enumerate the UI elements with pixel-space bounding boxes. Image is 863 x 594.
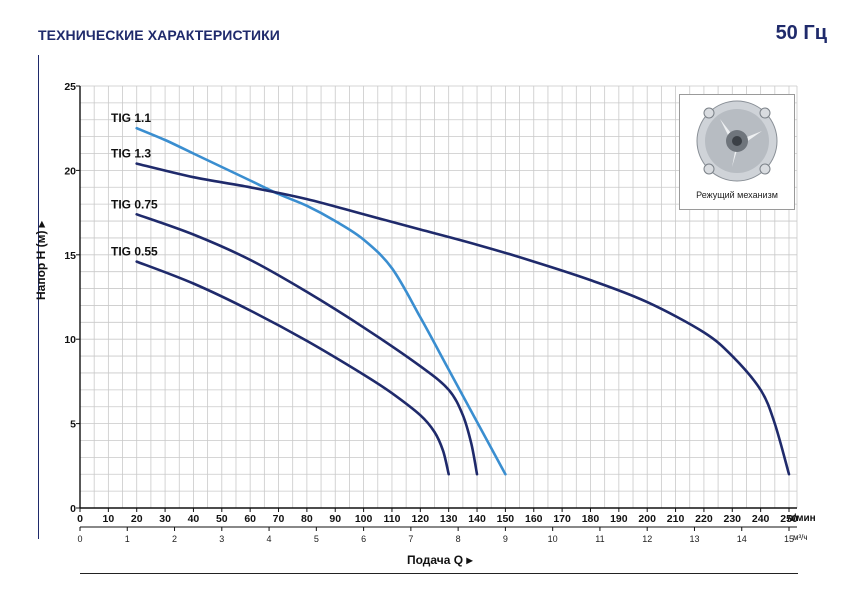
- series-label: TIG 0.55: [111, 245, 158, 259]
- series-lines: [135, 126, 791, 476]
- x-tick-label: 250: [780, 513, 798, 525]
- x-tick-label: 110: [383, 513, 400, 525]
- x2-tick-label: 10: [548, 534, 558, 544]
- x2-tick-label: 3: [219, 534, 224, 544]
- x-tick-label: 200: [638, 513, 656, 525]
- x-tick-label: 240: [752, 513, 770, 525]
- cutter-photo-inset: Режущий механизм: [679, 94, 795, 210]
- inset-caption: Режущий механизм: [696, 190, 778, 200]
- x-tick-label: 30: [159, 513, 171, 525]
- x-tick-label: 160: [525, 513, 543, 525]
- x2-tick-label: 12: [642, 534, 652, 544]
- x-tick-label: 0: [77, 513, 83, 525]
- y-tick-label: 5: [70, 419, 76, 431]
- x2-tick-label: 5: [314, 534, 319, 544]
- x-tick-label: 170: [553, 513, 571, 525]
- x2-tick-label: 15: [784, 534, 794, 544]
- x-tick-label: 20: [131, 513, 143, 525]
- series-line: [135, 260, 450, 476]
- series-label: TIG 0.75: [111, 197, 158, 211]
- x-unit-secondary: м³/ч: [793, 533, 808, 542]
- x2-tick-label: 9: [503, 534, 508, 544]
- y-tick-label: 10: [64, 334, 76, 346]
- x-tick-label: 120: [412, 513, 430, 525]
- x-tick-label: 210: [667, 513, 685, 525]
- x-tick-label: 80: [301, 513, 313, 525]
- x2-tick-label: 6: [361, 534, 366, 544]
- x2-tick-label: 0: [77, 534, 82, 544]
- y-tick-label: 15: [64, 250, 76, 262]
- x-unit-primary: л/мин: [787, 513, 816, 524]
- x-tick-label: 150: [497, 513, 515, 525]
- x-tick-label: 190: [610, 513, 628, 525]
- x-axis-label-text: Подача Q: [407, 553, 464, 567]
- y-tick-label: 25: [64, 81, 76, 93]
- x-axis-label: Подача Q ▸: [407, 553, 472, 567]
- x-arrow-icon: ▸: [466, 553, 473, 567]
- x-tick-label: 220: [695, 513, 713, 525]
- x-tick-label: 180: [582, 513, 600, 525]
- y-tick-label: 20: [64, 165, 76, 177]
- x2-tick-label: 8: [456, 534, 461, 544]
- y-tick-labels: 0 5 10 15 20 25: [64, 81, 80, 515]
- series-label: TIG 1.3: [111, 147, 151, 161]
- x2-tick-label: 14: [737, 534, 747, 544]
- x-tick-label: 50: [216, 513, 228, 525]
- y-arrow-icon: ▸: [34, 221, 48, 228]
- x2-tick-label: 1: [125, 534, 130, 544]
- x-tick-label: 140: [468, 513, 486, 525]
- x-tick-label: 40: [188, 513, 200, 525]
- frequency-label: 50 Гц: [775, 22, 827, 44]
- x-tick-label: 90: [329, 513, 341, 525]
- y-tick-label: 0: [70, 503, 76, 515]
- y-axis-label: Напор H (м) ▸: [34, 221, 48, 300]
- series-line: [135, 162, 791, 476]
- x-tick-label: 60: [244, 513, 256, 525]
- x-tick-label: 10: [103, 513, 115, 525]
- x2-tick-label: 13: [689, 534, 699, 544]
- page-title: ТЕХНИЧЕСКИЕ ХАРАКТЕРИСТИКИ: [38, 27, 280, 43]
- series-labels: TIG 1.1 TIG 1.3 TIG 0.75 TIG 0.55: [111, 111, 158, 258]
- x2-tick-label: 7: [408, 534, 413, 544]
- bottom-rule: [80, 573, 798, 574]
- x2-tick-label: 4: [267, 534, 272, 544]
- cutter-icon: [696, 100, 778, 182]
- x-tick-label: 130: [440, 513, 458, 525]
- axes: [79, 86, 797, 528]
- left-border-line: [38, 55, 39, 539]
- x-tick-label: 70: [273, 513, 285, 525]
- x2-tick-label: 11: [595, 534, 604, 544]
- series-label: TIG 1.1: [111, 111, 151, 125]
- x-tick-label: 230: [724, 513, 742, 525]
- series-line: [135, 213, 479, 476]
- x-tick-label: 100: [355, 513, 373, 525]
- y-axis-label-text: Напор H (м): [34, 230, 48, 300]
- x-tick-labels: 0 10 20 30 40 50 60 70 80 90 100 110 120 130 140 150 160…: [77, 508, 798, 525]
- series-line: [135, 126, 507, 476]
- x2-tick-label: 2: [172, 534, 177, 544]
- x-secondary-tick-labels: 0 1 2 3 4 5 6 7 8 9 10 11 12 13 14 15: [77, 527, 794, 544]
